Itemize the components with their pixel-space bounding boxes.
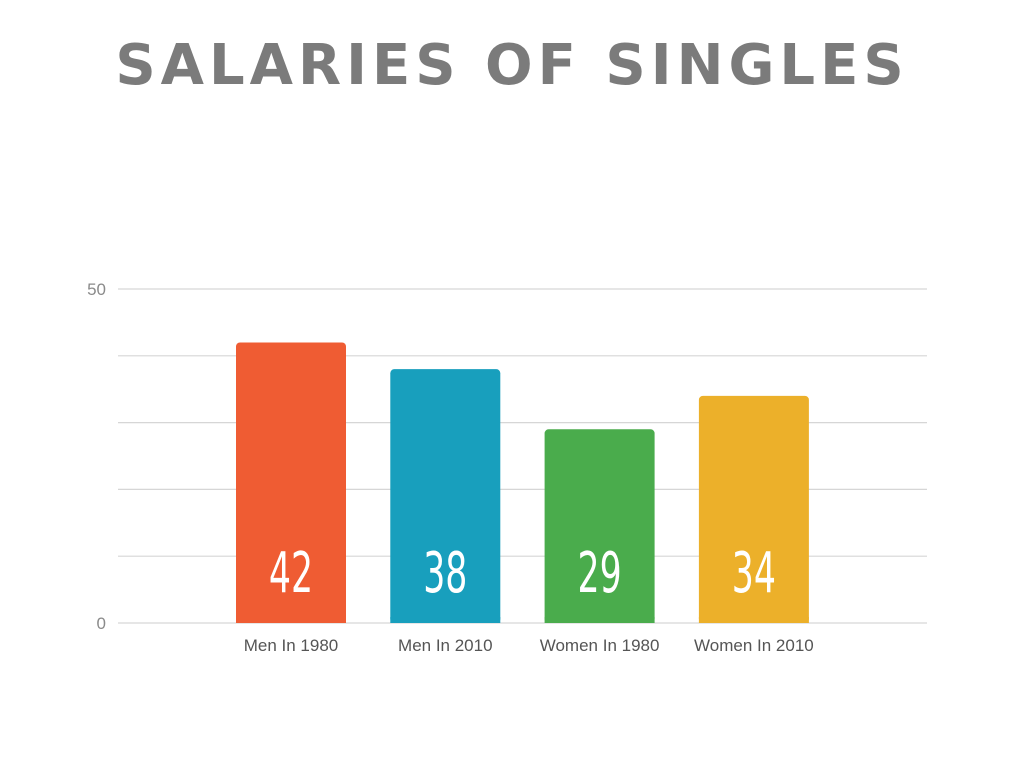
data-label-3: 34 [732, 540, 776, 605]
x-tick-label-3: Women In 2010 [694, 636, 814, 655]
y-tick-label-1: 50 [87, 280, 106, 299]
x-tick-label-0: Men In 1980 [244, 636, 339, 655]
x-axis-labels: Men In 1980 Men In 2010 Women In 1980 Women… [244, 636, 814, 655]
y-axis-ticks: 0 50 [87, 280, 106, 633]
data-label-1: 38 [423, 540, 467, 605]
x-tick-label-2: Women In 1980 [540, 636, 660, 655]
bar-base-1 [390, 617, 501, 623]
bar-2 [544, 429, 655, 623]
chart-title: SALARIES OF SINGLES [115, 33, 909, 98]
bar-base-2 [544, 617, 655, 623]
bars: 42 38 29 34 [236, 342, 809, 623]
y-tick-label-0: 0 [97, 614, 106, 633]
data-label-0: 42 [269, 540, 313, 605]
bar-base-0 [236, 617, 346, 623]
x-tick-label-1: Men In 2010 [398, 636, 493, 655]
bar-base-3 [698, 617, 809, 623]
data-label-2: 29 [578, 540, 622, 605]
bar-0 [236, 342, 346, 623]
bar-1 [390, 369, 501, 623]
bar-3 [698, 395, 809, 623]
